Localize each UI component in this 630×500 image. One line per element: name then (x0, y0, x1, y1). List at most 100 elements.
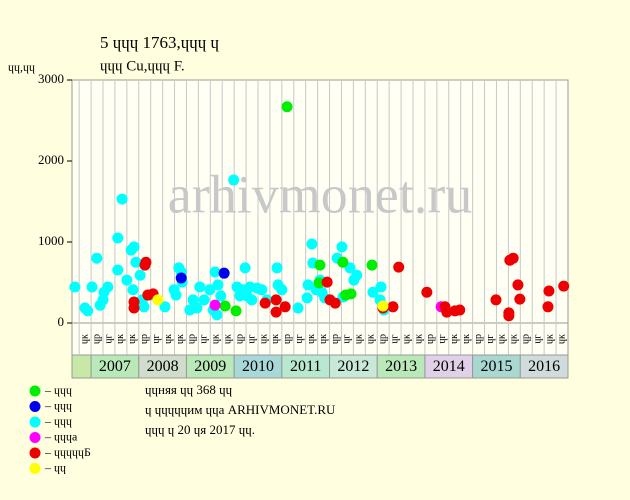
point (543, 285, 555, 297)
year-label: 2013 (385, 358, 417, 375)
point (86, 281, 98, 293)
x-tick-label: ɥр (187, 334, 198, 344)
point (256, 284, 268, 296)
x-tick-label: ɥр (473, 334, 484, 344)
year-label: 2010 (242, 358, 274, 375)
point (97, 294, 109, 306)
y-axis-label: ɥɥ,ɥɥ (8, 60, 35, 74)
legend-swatch (29, 463, 41, 474)
point (313, 277, 325, 289)
x-tick-label: ɥк (258, 334, 269, 344)
point (112, 264, 124, 276)
legend-swatch (29, 447, 41, 459)
x-tick-label: ɥр (91, 334, 102, 344)
point (218, 267, 230, 279)
point (140, 256, 152, 268)
point (204, 284, 216, 296)
point (209, 266, 221, 278)
point (329, 297, 341, 309)
point (301, 292, 313, 304)
watermark: arhivmonet.ru (168, 164, 472, 224)
x-tick-label: ɥк (211, 334, 222, 344)
point (270, 294, 282, 306)
point (228, 174, 240, 186)
x-tick-label: ɥк (366, 334, 377, 344)
point (69, 281, 81, 293)
x-tick-label: ɥк (270, 334, 281, 344)
legend-swatch (29, 416, 41, 428)
note: ɥɥɥ ɥ 20 ɥя 2017 ɥɥ. (145, 422, 255, 437)
x-tick-label: ɥк (461, 334, 472, 344)
point (512, 279, 524, 291)
point (219, 300, 231, 312)
x-tick-label: ɥг (342, 334, 353, 343)
point (211, 309, 223, 321)
point (91, 252, 103, 264)
point (302, 279, 314, 291)
y-tick-label: 0 (58, 314, 65, 329)
x-tick-label: ɥр (234, 334, 245, 344)
x-tick-label: ɥр (282, 334, 293, 344)
x-tick-label: ɥг (485, 334, 496, 343)
x-tick-label: ɥр (425, 334, 436, 344)
point (170, 289, 182, 301)
x-tick-label: ɥк (354, 334, 365, 344)
x-tick-label: ɥг (532, 334, 543, 343)
point (246, 294, 258, 306)
legend-swatch (29, 432, 41, 443)
x-tick-label: ɥг (103, 334, 114, 343)
point (82, 305, 94, 317)
point (507, 252, 519, 264)
x-tick-label: ɥк (449, 334, 460, 344)
point (116, 193, 128, 205)
x-tick-label: ɥк (497, 334, 508, 344)
point (281, 101, 293, 113)
x-tick-label: ɥк (401, 334, 412, 344)
year-row-lead (71, 354, 92, 379)
point (345, 288, 357, 300)
point (215, 290, 227, 302)
point (102, 281, 114, 293)
x-tick-label: ɥг (437, 334, 448, 343)
point (393, 261, 405, 273)
x-tick-label: ɥк (413, 334, 424, 344)
x-tick-label: ɥг (246, 334, 257, 343)
year-label: 2014 (433, 358, 465, 375)
point (542, 301, 554, 313)
point (366, 259, 378, 271)
year-label: 2008 (147, 358, 179, 375)
x-tick-label: ɥк (222, 334, 233, 344)
x-tick-label: ɥк (544, 334, 555, 344)
year-cell (519, 354, 569, 379)
legend-swatch (29, 385, 41, 397)
point (558, 280, 570, 292)
legend-swatch (29, 401, 41, 412)
x-tick-label: ɥк (175, 334, 186, 344)
point (239, 262, 251, 274)
point (351, 269, 363, 281)
x-tick-label: ɥр (377, 334, 388, 344)
year-label: 2012 (337, 358, 369, 375)
year-label: 2016 (528, 358, 560, 375)
x-tick-label: ɥг (199, 334, 210, 343)
point (514, 293, 526, 305)
x-tick-label: ɥр (521, 334, 532, 344)
point (387, 301, 399, 313)
point (121, 274, 133, 286)
point (421, 286, 433, 298)
legend-label: – ɥɥɥ (44, 383, 72, 397)
point (175, 272, 187, 284)
x-tick-label: ɥк (115, 334, 126, 344)
year-label: 2011 (290, 358, 321, 375)
point (138, 301, 150, 313)
legend-label: – ɥɥɥ (44, 398, 72, 412)
point (292, 302, 304, 314)
x-tick-label: ɥр (330, 334, 341, 344)
point (128, 302, 140, 314)
chart-subtitle: ɥɥɥ Cu,ɥɥɥ F. (100, 58, 185, 74)
point (271, 262, 283, 274)
y-tick-label: 1000 (38, 233, 64, 248)
x-tick-label: ɥк (163, 334, 174, 344)
chart-title: 5 ɥɥɥ 1763,ɥɥɥ ɥ (100, 33, 220, 52)
